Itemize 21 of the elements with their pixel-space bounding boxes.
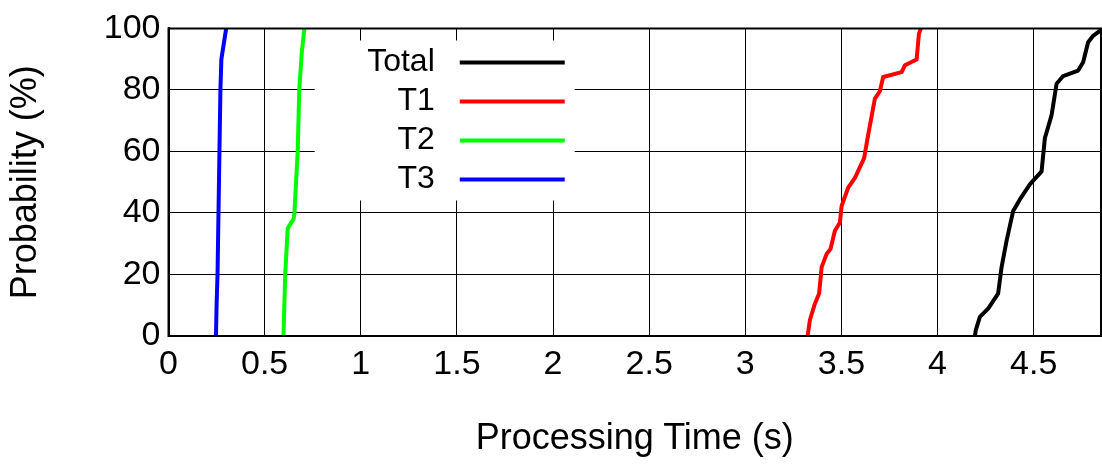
x-axis-title: Processing Time (s)	[475, 416, 794, 458]
y-tick-label: 40	[122, 191, 161, 230]
x-tick-label: 0.5	[241, 342, 289, 381]
x-tick-label: 4.5	[1010, 342, 1058, 381]
x-tick-label: 2	[543, 342, 563, 381]
y-tick-label: 0	[141, 314, 161, 353]
y-tick-label: 20	[122, 252, 161, 291]
x-tick-label: 4	[928, 342, 948, 381]
y-tick-label: 60	[122, 129, 161, 168]
legend-label: T3	[397, 159, 435, 196]
x-tick-label: 2.5	[625, 342, 673, 381]
legend-label: T2	[397, 120, 435, 157]
x-tick-label: 3.5	[817, 342, 866, 381]
legend-label: T1	[397, 81, 435, 118]
y-tick-label: 80	[122, 68, 161, 107]
y-tick-label: 100	[103, 6, 161, 45]
x-tick-label: 1	[351, 342, 371, 381]
y-axis-title: Probability (%)	[2, 65, 44, 300]
legend-label: Total	[367, 42, 435, 79]
x-tick-label: 1.5	[433, 342, 481, 381]
x-tick-label: 3	[735, 342, 755, 381]
